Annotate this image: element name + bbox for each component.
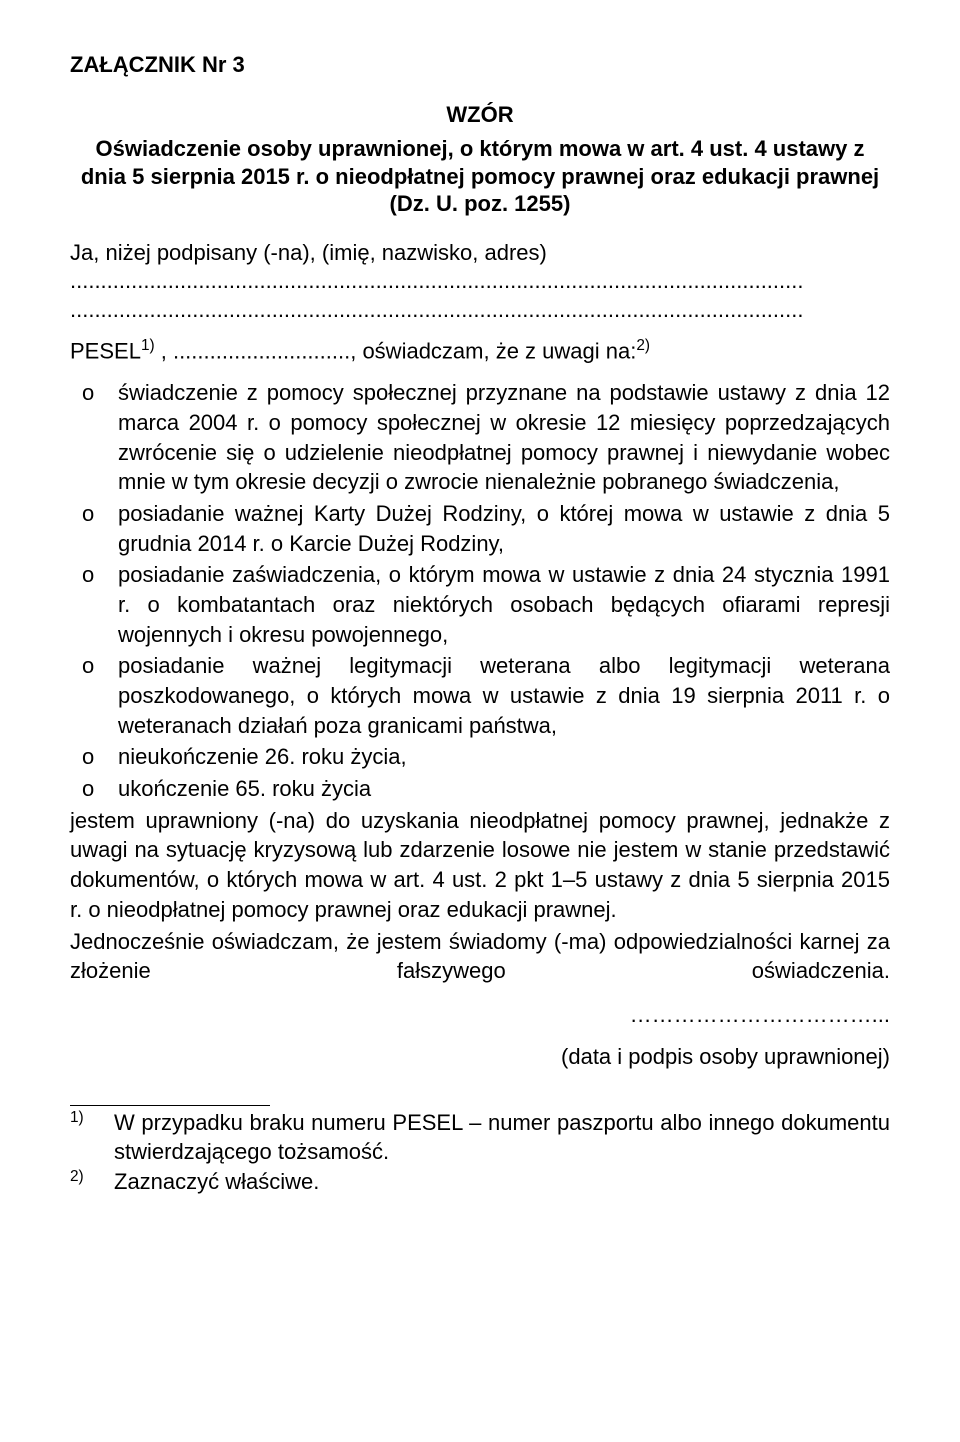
list-marker: o xyxy=(70,378,118,408)
footnote-text-1: W przypadku braku numeru PESEL – numer p… xyxy=(114,1108,890,1167)
attachment-number: ZAŁĄCZNIK Nr 3 xyxy=(70,50,890,80)
list-item: o nieukończenie 26. roku życia, xyxy=(70,742,890,772)
list-item: o posiadanie ważnej legitymacji weterana… xyxy=(70,651,890,740)
list-item-text: nieukończenie 26. roku życia, xyxy=(118,742,890,772)
list-item-text: posiadanie zaświadczenia, o którym mowa … xyxy=(118,560,890,649)
intro-line: Ja, niżej podpisany (-na), (imię, nazwis… xyxy=(70,238,890,268)
footnotes: 1) W przypadku braku numeru PESEL – nume… xyxy=(70,1108,890,1197)
footnote-1: 1) W przypadku braku numeru PESEL – nume… xyxy=(70,1108,890,1167)
footnote-separator xyxy=(70,1105,270,1106)
list-marker: o xyxy=(70,499,118,529)
footnote-mark-2: 2) xyxy=(70,1168,84,1185)
list-item: o posiadanie zaświadczenia, o którym mow… xyxy=(70,560,890,649)
list-item: o posiadanie ważnej Karty Dużej Rodziny,… xyxy=(70,499,890,558)
pesel-label: PESEL xyxy=(70,338,141,363)
document-subtitle: Oświadczenie osoby uprawnionej, o którym… xyxy=(70,135,890,218)
list-marker: o xyxy=(70,651,118,681)
signature-label: (data i podpis osoby uprawnionej) xyxy=(70,1044,890,1070)
footnote-ref-1: 1) xyxy=(141,337,155,354)
pattern-title: WZÓR xyxy=(70,100,890,130)
list-marker: o xyxy=(70,742,118,772)
dotted-line-2: ........................................… xyxy=(70,297,890,322)
document-page: ZAŁĄCZNIK Nr 3 WZÓR Oświadczenie osoby u… xyxy=(0,0,960,1442)
signature-dots: ……………………………... xyxy=(70,1002,890,1028)
pesel-line: PESEL1) , .............................,… xyxy=(70,336,890,366)
paragraph-1: jestem uprawniony (-na) do uzyskania nie… xyxy=(70,806,890,925)
pesel-dots: , ............................., oświadc… xyxy=(155,338,637,363)
list-item: o świadczenie z pomocy społecznej przyzn… xyxy=(70,378,890,497)
list-item: o ukończenie 65. roku życia xyxy=(70,774,890,804)
footnote-mark-1: 1) xyxy=(70,1109,84,1126)
list-item-text: posiadanie ważnej Karty Dużej Rodziny, o… xyxy=(118,499,890,558)
criteria-list: o świadczenie z pomocy społecznej przyzn… xyxy=(70,378,890,804)
paragraph-2: Jednocześnie oświadczam, że jestem świad… xyxy=(70,927,890,986)
list-marker: o xyxy=(70,560,118,590)
footnote-ref-2: 2) xyxy=(636,337,650,354)
dotted-line-1: ........................................… xyxy=(70,268,890,293)
footnote-2: 2) Zaznaczyć właściwe. xyxy=(70,1167,890,1197)
list-item-text: świadczenie z pomocy społecznej przyznan… xyxy=(118,378,890,497)
list-marker: o xyxy=(70,774,118,804)
list-item-text: posiadanie ważnej legitymacji weterana a… xyxy=(118,651,890,740)
list-item-text: ukończenie 65. roku życia xyxy=(118,774,890,804)
footnote-text-2: Zaznaczyć właściwe. xyxy=(114,1167,890,1197)
